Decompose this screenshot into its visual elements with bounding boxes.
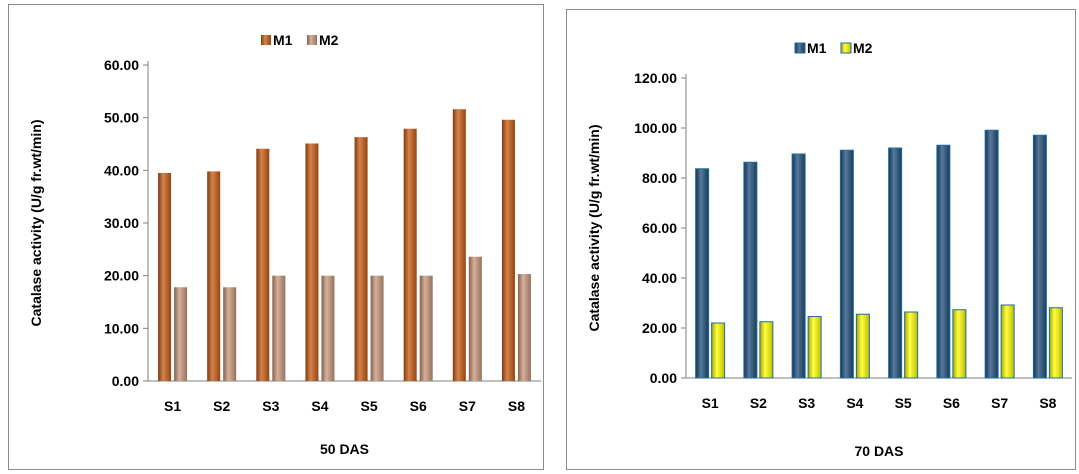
x-tick-label: S3 — [262, 398, 279, 414]
chart-panel-70-das: 0.00 20.00 40.00 60.00 80.00 100.00 120.00 S1 S2… — [566, 9, 1076, 470]
legend-label-m2: M2 — [853, 40, 873, 56]
bar-m1-s2 — [743, 161, 758, 379]
bar-m2-s8 — [1048, 307, 1063, 379]
legend-swatch-m2 — [840, 42, 852, 54]
x-tick-label: S2 — [750, 395, 767, 411]
bar-m2-s2 — [223, 287, 237, 381]
y-tick-label: 30.00 — [104, 215, 139, 231]
y-tick-label: 60.00 — [104, 57, 139, 73]
y-axis-label: Catalase activity (U/g fr.wt/min) — [28, 120, 44, 327]
bar-m1-s1 — [158, 172, 172, 381]
legend-label-m1: M1 — [273, 32, 293, 48]
x-tick-label: S6 — [410, 398, 427, 414]
bar-m1-s1 — [695, 168, 710, 379]
x-tick-label: S1 — [164, 398, 181, 414]
bar-m2-s5 — [370, 275, 384, 381]
bar-m2-s1 — [174, 287, 188, 381]
bar-m2-s7 — [1000, 304, 1015, 379]
y-tick-label: 40.00 — [104, 162, 139, 178]
bar-m1-s3 — [791, 153, 806, 379]
y-tick-label: 100.00 — [634, 120, 677, 136]
y-axis-label: Catalase activity (U/g fr.wt/min) — [586, 125, 602, 332]
bar-m1-s3 — [256, 148, 270, 381]
y-tick-label: 80.00 — [642, 170, 677, 186]
bar-m1-s5 — [354, 137, 368, 381]
x-axis-label: 50 DAS — [320, 441, 369, 457]
bar-m1-s8 — [1032, 134, 1047, 379]
bar-m2-s3 — [807, 316, 822, 379]
y-tick-label: 40.00 — [642, 270, 677, 286]
legend-swatch-m1 — [261, 35, 271, 45]
chart-70-das: 0.00 20.00 40.00 60.00 80.00 100.00 120.00 S1 S2… — [586, 40, 1072, 459]
x-tick-label: S1 — [702, 395, 719, 411]
bar-m1-s5 — [888, 147, 903, 379]
y-tick-label: 120.00 — [634, 70, 677, 86]
bar-m2-s5 — [904, 311, 919, 379]
x-tick-label: S2 — [213, 398, 230, 414]
y-tick-label: 20.00 — [104, 268, 139, 284]
chart-panel-50-das: 0.00 10.00 20.00 30.00 40.00 50.00 60.00 S1 S2 S3… — [8, 4, 544, 470]
x-tick-label: S6 — [943, 395, 960, 411]
legend-label-m1: M1 — [807, 40, 827, 56]
bar-m1-s4 — [839, 149, 854, 379]
y-tick-label: 60.00 — [642, 220, 677, 236]
chart-50-das: 0.00 10.00 20.00 30.00 40.00 50.00 60.00 S1 S2 S3… — [28, 32, 541, 457]
bar-m2-s1 — [711, 322, 726, 379]
bar-m1-s7 — [984, 129, 999, 379]
bar-m2-s7 — [468, 256, 482, 381]
x-tick-label: S5 — [361, 398, 378, 414]
x-tick-label: S5 — [895, 395, 912, 411]
bar-m2-s3 — [272, 275, 286, 381]
bar-m1-s4 — [305, 143, 319, 381]
bar-m2-s4 — [321, 275, 335, 381]
bar-m2-s6 — [952, 309, 967, 379]
legend-swatch-m2 — [307, 35, 317, 45]
y-tick-label: 10.00 — [104, 320, 139, 336]
bar-m1-s2 — [207, 171, 221, 381]
x-tick-label: S4 — [311, 398, 328, 414]
bar-m2-s8 — [517, 274, 531, 381]
y-tick-label: 0.00 — [650, 370, 677, 386]
x-tick-label: S7 — [459, 398, 476, 414]
bar-m1-s7 — [452, 109, 466, 382]
y-tick-label: 20.00 — [642, 320, 677, 336]
x-tick-label: S8 — [1039, 395, 1056, 411]
legend-label-m2: M2 — [319, 32, 339, 48]
bar-m1-s6 — [936, 144, 951, 379]
y-tick-label: 0.00 — [112, 373, 139, 389]
bar-m2-s6 — [419, 275, 433, 381]
x-axis-label: 70 DAS — [854, 443, 903, 459]
bar-m1-s8 — [501, 119, 515, 382]
x-tick-label: S8 — [508, 398, 525, 414]
bar-m2-s4 — [855, 313, 870, 379]
x-tick-label: S4 — [846, 395, 863, 411]
y-tick-label: 50.00 — [104, 110, 139, 126]
legend-swatch-m1 — [794, 42, 806, 54]
bar-m1-s6 — [403, 128, 417, 381]
x-tick-label: S3 — [798, 395, 815, 411]
x-tick-label: S7 — [991, 395, 1008, 411]
bar-m2-s2 — [759, 321, 774, 379]
